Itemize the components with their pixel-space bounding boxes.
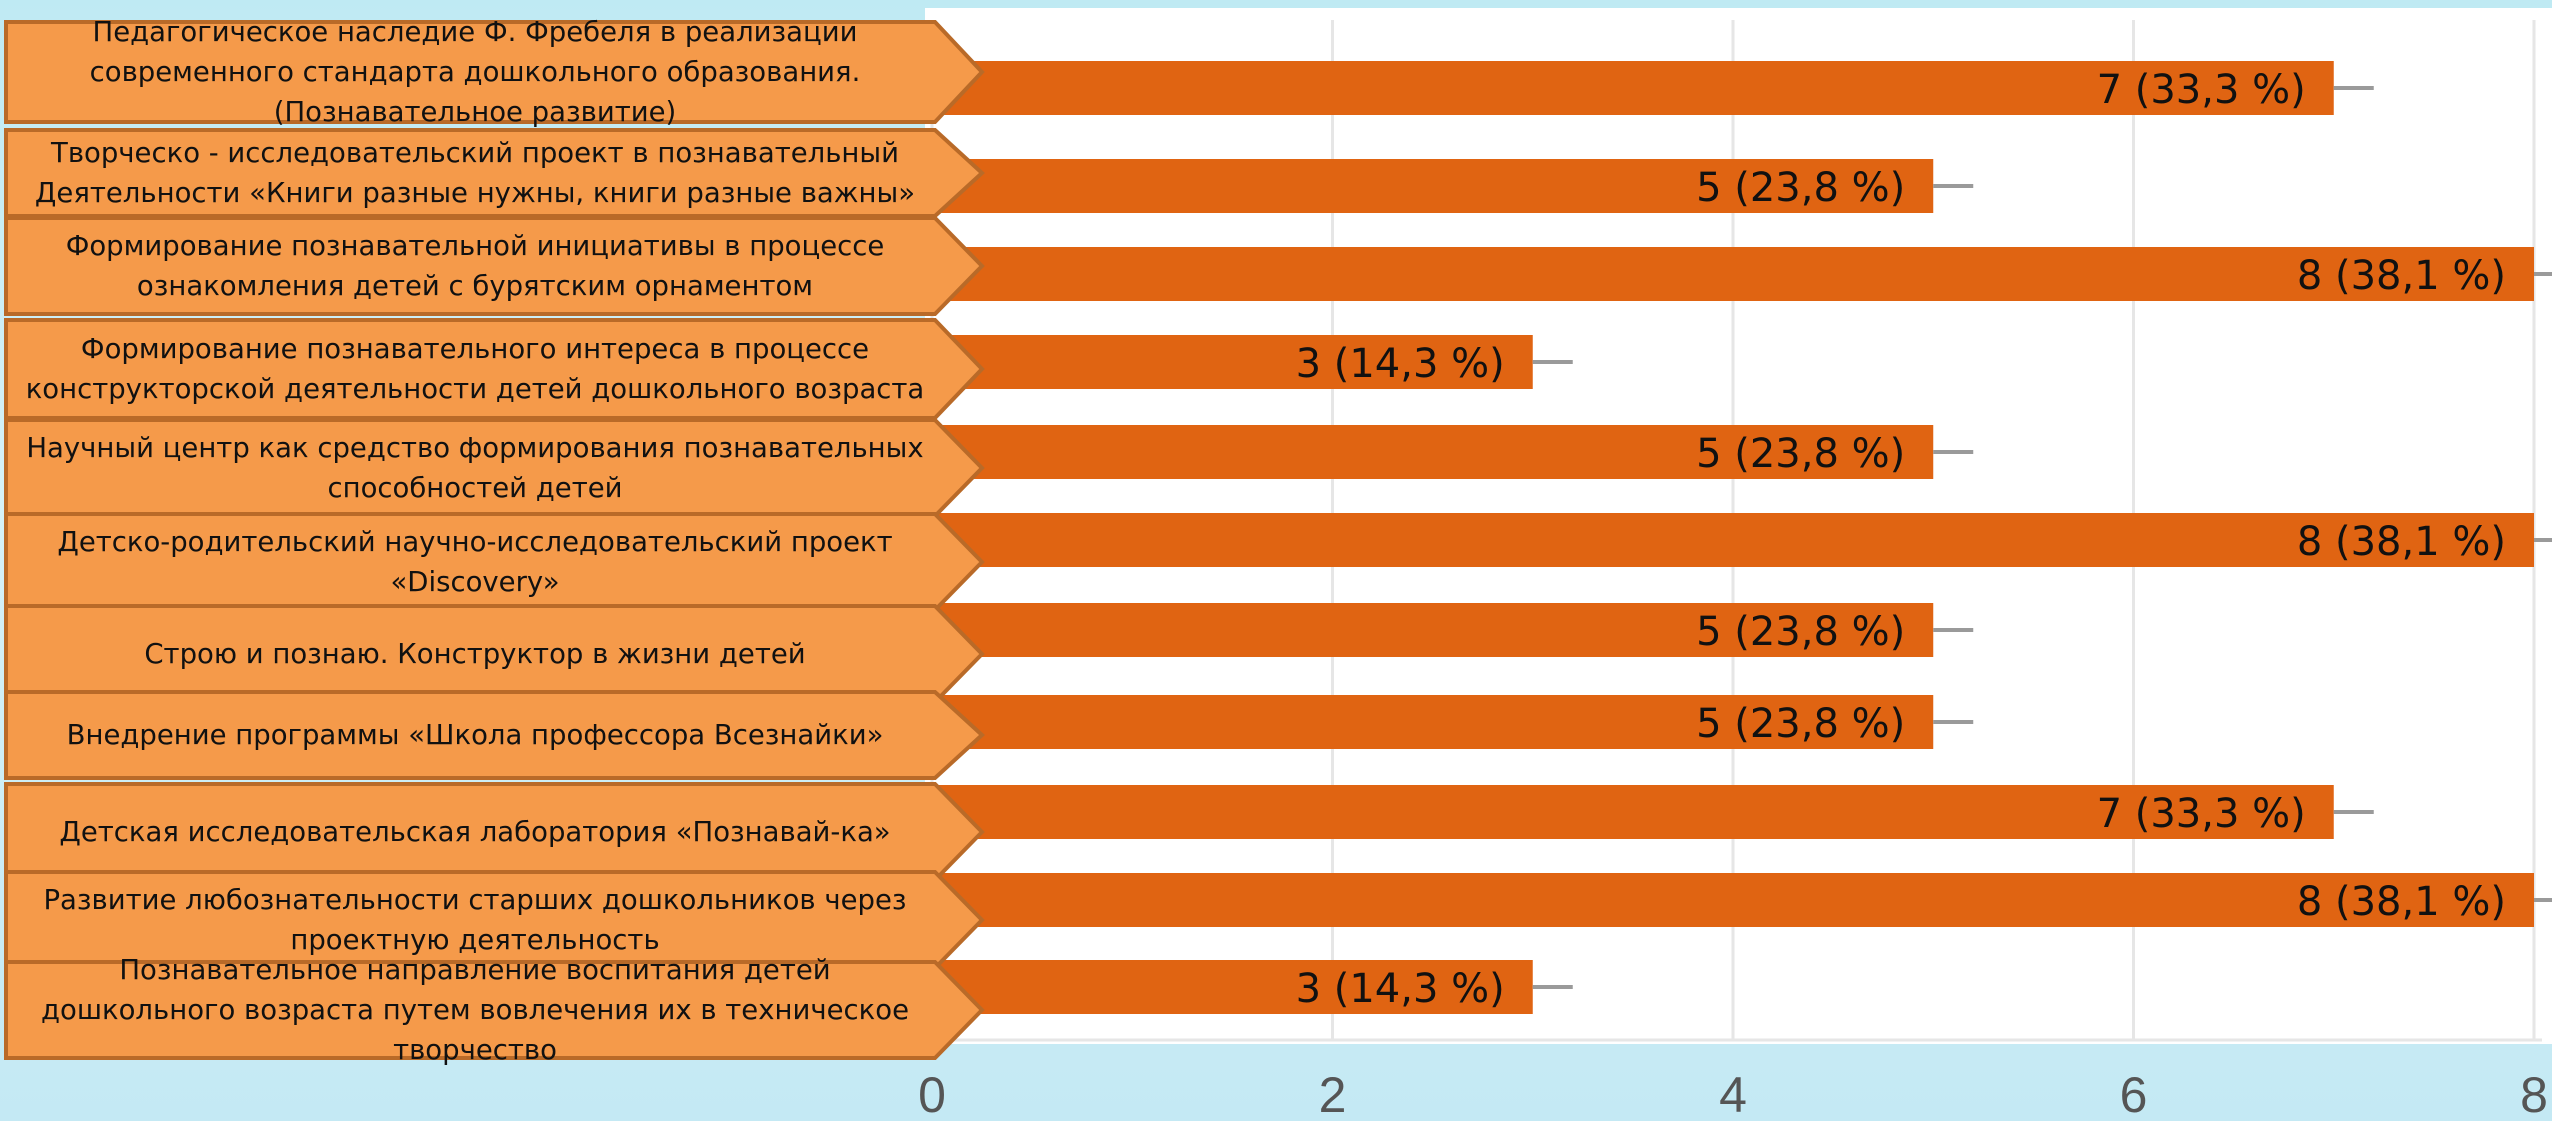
bar-group: 3 (14,3 %) (935, 335, 1573, 389)
category-label: Детско-родительский научно-исследователь… (0, 514, 960, 610)
category-arrow-shape (4, 418, 985, 518)
data-label: 8 (38,1 %) (2297, 879, 2506, 925)
x-tick-label: 4 (1719, 1067, 1747, 1121)
bar (935, 513, 2534, 567)
bar (935, 335, 1533, 389)
data-label: 5 (23,8 %) (1696, 701, 1905, 747)
bar-group: 5 (23,8 %) (935, 159, 1974, 213)
category-label-text: Детско-родительский научно-исследователь… (57, 526, 893, 598)
category-label-text: Творческо - исследовательский проект в п… (34, 137, 916, 209)
category-arrow (4, 870, 985, 970)
data-label: 5 (23,8 %) (1696, 431, 1905, 477)
category-label: Познавательное направление воспитания де… (0, 954, 960, 1066)
data-label: 3 (14,3 %) (1296, 966, 1505, 1012)
bar-group: 7 (33,3 %) (935, 785, 2374, 839)
bar (935, 695, 1934, 749)
category-label: Развитие любознательности старших дошкол… (0, 872, 960, 968)
category-label-text: Познавательное направление воспитания де… (41, 954, 909, 1066)
data-label: 7 (33,3 %) (2097, 67, 2306, 113)
category-arrow-shape (4, 128, 985, 218)
category-label-text: Внедрение программы «Школа профессора Вс… (66, 719, 884, 751)
category-label: Творческо - исследовательский проект в п… (0, 130, 960, 216)
data-label: 3 (14,3 %) (1296, 341, 1505, 387)
bar (935, 873, 2534, 927)
bar-group: 7 (33,3 %) (935, 61, 2374, 115)
category-label-text: Формирование познавательной инициативы в… (65, 230, 885, 302)
category-label: Детская исследовательская лаборатория «П… (0, 784, 960, 880)
bar-group: 8 (38,1 %) (935, 247, 2552, 301)
category-arrow (4, 318, 985, 420)
bar-group: 5 (23,8 %) (935, 695, 1974, 749)
bar (935, 425, 1934, 479)
category-label-text: Формирование познавательного интереса в … (25, 333, 925, 405)
category-arrow (4, 690, 985, 780)
data-label: 7 (33,3 %) (2097, 791, 2306, 837)
category-label-text: Педагогическое наследие Ф. Фребеля в реа… (89, 16, 861, 128)
data-label: 8 (38,1 %) (2297, 253, 2506, 299)
x-tick-label: 8 (2520, 1067, 2548, 1121)
bar (935, 159, 1934, 213)
category-label: Внедрение программы «Школа профессора Вс… (0, 692, 960, 778)
bar (935, 247, 2534, 301)
bar (935, 785, 2334, 839)
data-label: 8 (38,1 %) (2297, 519, 2506, 565)
category-arrow-shape (4, 782, 985, 882)
category-arrow-shape (4, 690, 985, 780)
category-arrow-shape (4, 512, 985, 612)
bar (935, 61, 2334, 115)
category-arrow (4, 128, 985, 218)
category-label: Строю и познаю. Конструктор в жизни дете… (0, 606, 960, 702)
x-tick-label: 2 (1319, 1067, 1347, 1121)
category-arrow (4, 512, 985, 612)
category-arrow (4, 960, 985, 1060)
category-arrow-shape (4, 870, 985, 970)
category-label-text: Детская исследовательская лаборатория «П… (59, 816, 891, 848)
category-arrow-shape (4, 960, 985, 1060)
category-arrow (4, 20, 985, 124)
bar-group: 3 (14,3 %) (935, 960, 1573, 1014)
bar-group: 5 (23,8 %) (935, 603, 1974, 657)
category-arrow (4, 604, 985, 704)
bar (935, 960, 1533, 1014)
category-label: Научный центр как средство формирования … (0, 420, 960, 516)
category-label-text: Строю и познаю. Конструктор в жизни дете… (144, 638, 806, 670)
category-arrow-shape (4, 216, 985, 316)
bar-group: 8 (38,1 %) (935, 873, 2552, 927)
bar-group: 5 (23,8 %) (935, 425, 1974, 479)
x-tick-label: 0 (918, 1067, 946, 1121)
category-arrow (4, 782, 985, 882)
bar (935, 603, 1934, 657)
data-label: 5 (23,8 %) (1696, 609, 1905, 655)
category-label: Педагогическое наследие Ф. Фребеля в реа… (0, 16, 960, 128)
category-arrow (4, 216, 985, 316)
category-arrow-shape (4, 604, 985, 704)
category-arrow (4, 418, 985, 518)
category-label: Формирование познавательной инициативы в… (0, 218, 960, 314)
data-label: 5 (23,8 %) (1696, 165, 1905, 211)
category-arrow-shape (4, 318, 985, 420)
category-label-text: Научный центр как средство формирования … (26, 432, 924, 504)
category-arrow-shape (4, 20, 985, 124)
category-label-text: Развитие любознательности старших дошкол… (43, 884, 907, 956)
x-tick-label: 6 (2120, 1067, 2148, 1121)
bar-group: 8 (38,1 %) (935, 513, 2552, 567)
category-label: Формирование познавательного интереса в … (0, 320, 960, 418)
